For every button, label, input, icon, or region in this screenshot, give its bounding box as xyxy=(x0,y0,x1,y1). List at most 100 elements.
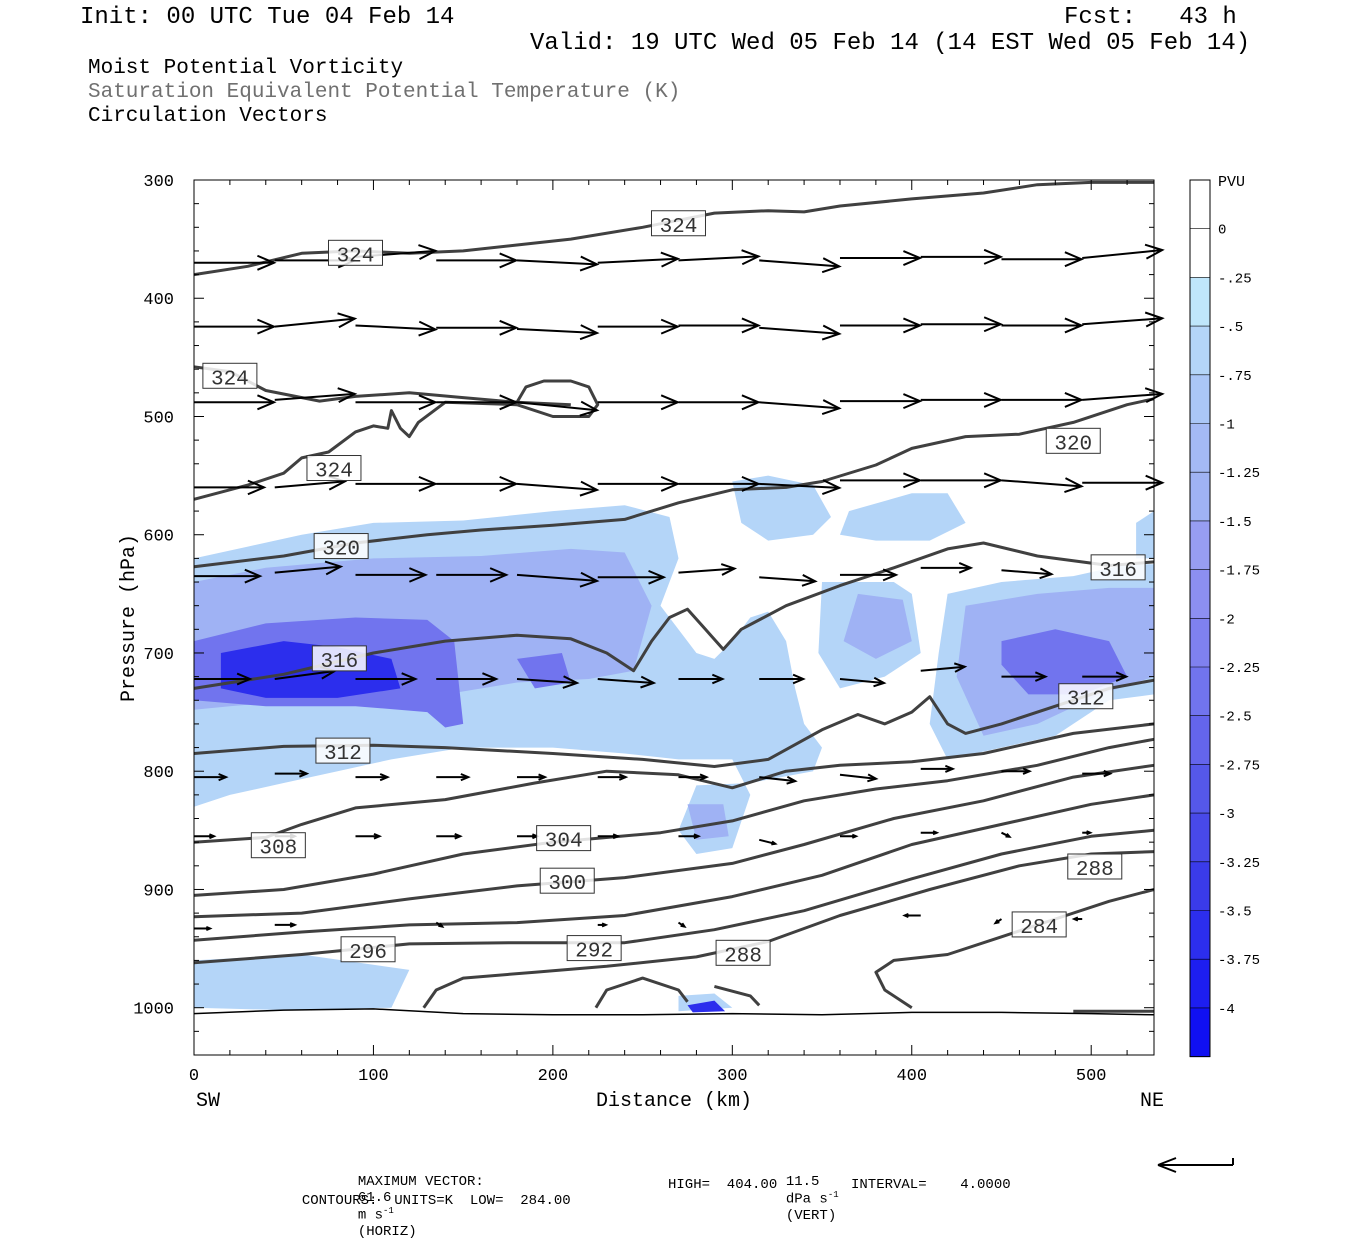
vector-head-2 xyxy=(418,244,439,260)
vector-67 xyxy=(839,676,887,688)
x-end-right-label: NE xyxy=(1140,1090,1164,1113)
contour-label-box-6 xyxy=(311,645,367,672)
vector-23 xyxy=(1082,311,1165,328)
colorbar-label-4: -1 xyxy=(1218,418,1235,434)
vector-head-4 xyxy=(579,255,600,272)
vector-head-86 xyxy=(454,832,463,840)
reference-vector-arrow xyxy=(1157,1157,1234,1173)
contour-label-box-17 xyxy=(1011,911,1067,938)
vector-shaft-35 xyxy=(1082,392,1163,401)
vector-head-12 xyxy=(257,318,277,335)
vector-head-14 xyxy=(418,320,439,337)
contour-300-9 xyxy=(193,763,1155,919)
vector-81 xyxy=(1001,767,1033,775)
vector-head-30 xyxy=(741,394,762,411)
colorbar-label-7: -1.75 xyxy=(1218,564,1260,580)
vector-71 xyxy=(194,773,229,782)
vector-46 xyxy=(1001,477,1085,494)
vector-head-24 xyxy=(257,394,277,411)
vector-35 xyxy=(1082,387,1165,404)
vector-head-80 xyxy=(944,764,956,773)
vector-shaft-46 xyxy=(1001,479,1082,488)
vector-shaft-16 xyxy=(516,327,598,334)
pv-region-16 xyxy=(687,1000,726,1013)
vector-shaft-64 xyxy=(597,677,654,684)
vector-29 xyxy=(597,394,681,411)
contours-low: LOW= 284.00 xyxy=(469,1193,571,1209)
vector-8 xyxy=(839,250,923,266)
vector-head-91 xyxy=(851,833,859,839)
vector-shaft-67 xyxy=(839,677,885,684)
vector-shaft-52 xyxy=(516,573,598,582)
vector-49 xyxy=(274,560,344,576)
vector-shaft-31 xyxy=(759,401,840,410)
contour-label-box-14 xyxy=(566,935,622,962)
vector-head-85 xyxy=(373,832,383,840)
vector-7 xyxy=(759,257,842,274)
contour-label-14: 292 xyxy=(575,941,613,964)
vector-head-26 xyxy=(418,394,439,411)
y-tick-label-6: 900 xyxy=(143,882,174,901)
colorbar-swatch-4 xyxy=(1190,374,1210,424)
vector-head-101 xyxy=(993,919,1000,925)
vector-0 xyxy=(194,254,277,271)
x-axis-title: Distance (km) xyxy=(596,1090,752,1113)
vert-value: 11.5 xyxy=(785,1174,820,1190)
vector-shaft-58 xyxy=(1001,569,1052,576)
plot-frame xyxy=(193,179,1155,1056)
vector-head-17 xyxy=(660,318,681,335)
colorbar: 0 -.25 -.5 -.75 -1 -1.25 -1.5 -1.75 -2 -2.25 -2.5 -… xyxy=(1189,179,1260,1058)
contour-296-10 xyxy=(193,793,1155,942)
vector-54 xyxy=(678,563,738,576)
vector-80 xyxy=(920,764,956,773)
contour-324-3 xyxy=(515,379,600,418)
vector-head-16 xyxy=(579,324,600,341)
vector-head-68 xyxy=(953,662,968,673)
vector-head-78 xyxy=(786,775,798,785)
title-thetae: Saturation Equivalent Potential Temperat… xyxy=(88,81,681,104)
vector-92 xyxy=(920,830,940,836)
vector-73 xyxy=(355,773,391,782)
vert-exp: -1 xyxy=(827,1190,839,1200)
axes-layer: 0 100 200 300 400 500 300 400 500 600 700 800 900 100… xyxy=(133,173,1154,1086)
vector-34 xyxy=(1001,392,1085,408)
contour-316-5 xyxy=(193,541,1155,690)
vector-head-41 xyxy=(660,475,681,492)
vector-14 xyxy=(355,320,439,337)
contour-label-box-8 xyxy=(315,737,371,764)
vector-shaft-13 xyxy=(274,317,355,328)
vector-shaft-28 xyxy=(516,401,598,412)
vector-head-55 xyxy=(801,574,818,587)
vector-shaft-78 xyxy=(759,776,796,783)
vector-17 xyxy=(597,318,681,335)
contour-label-box-1 xyxy=(650,210,706,237)
vector-head-74 xyxy=(460,773,471,782)
contour-label-box-11 xyxy=(536,825,592,852)
y-tick-label-4: 700 xyxy=(143,646,174,665)
colorbar-swatch-1 xyxy=(1190,228,1210,278)
y-tick-label-5: 800 xyxy=(143,764,174,783)
vector-18 xyxy=(678,317,762,334)
vector-head-99 xyxy=(680,922,687,928)
vector-shaft-55 xyxy=(759,576,816,583)
vector-head-102 xyxy=(1071,916,1079,922)
vector-head-96 xyxy=(289,922,298,928)
title-vectors: Circulation Vectors xyxy=(88,105,328,128)
vector-head-27 xyxy=(499,394,519,411)
colorbar-swatch-14 xyxy=(1190,861,1210,911)
vector-10 xyxy=(1001,251,1085,268)
vector-shaft-19 xyxy=(759,326,840,335)
vector-head-77 xyxy=(699,773,710,781)
vector-40 xyxy=(516,480,600,497)
contour-label-box-4 xyxy=(1045,427,1101,454)
contour-label-4: 320 xyxy=(1054,433,1092,456)
colorbar-swatch-11 xyxy=(1190,715,1210,765)
vector-76 xyxy=(597,773,629,781)
vector-shaft-49 xyxy=(274,565,341,574)
valid-time: Valid: 19 UTC Wed 05 Feb 14 (14 EST Wed … xyxy=(530,30,1251,57)
vector-head-42 xyxy=(741,475,762,492)
vector-38 xyxy=(355,475,439,492)
colorbar-label-12: -3 xyxy=(1218,807,1235,823)
colorbar-label-9: -2.25 xyxy=(1218,661,1260,677)
pv-region-11 xyxy=(687,804,729,840)
